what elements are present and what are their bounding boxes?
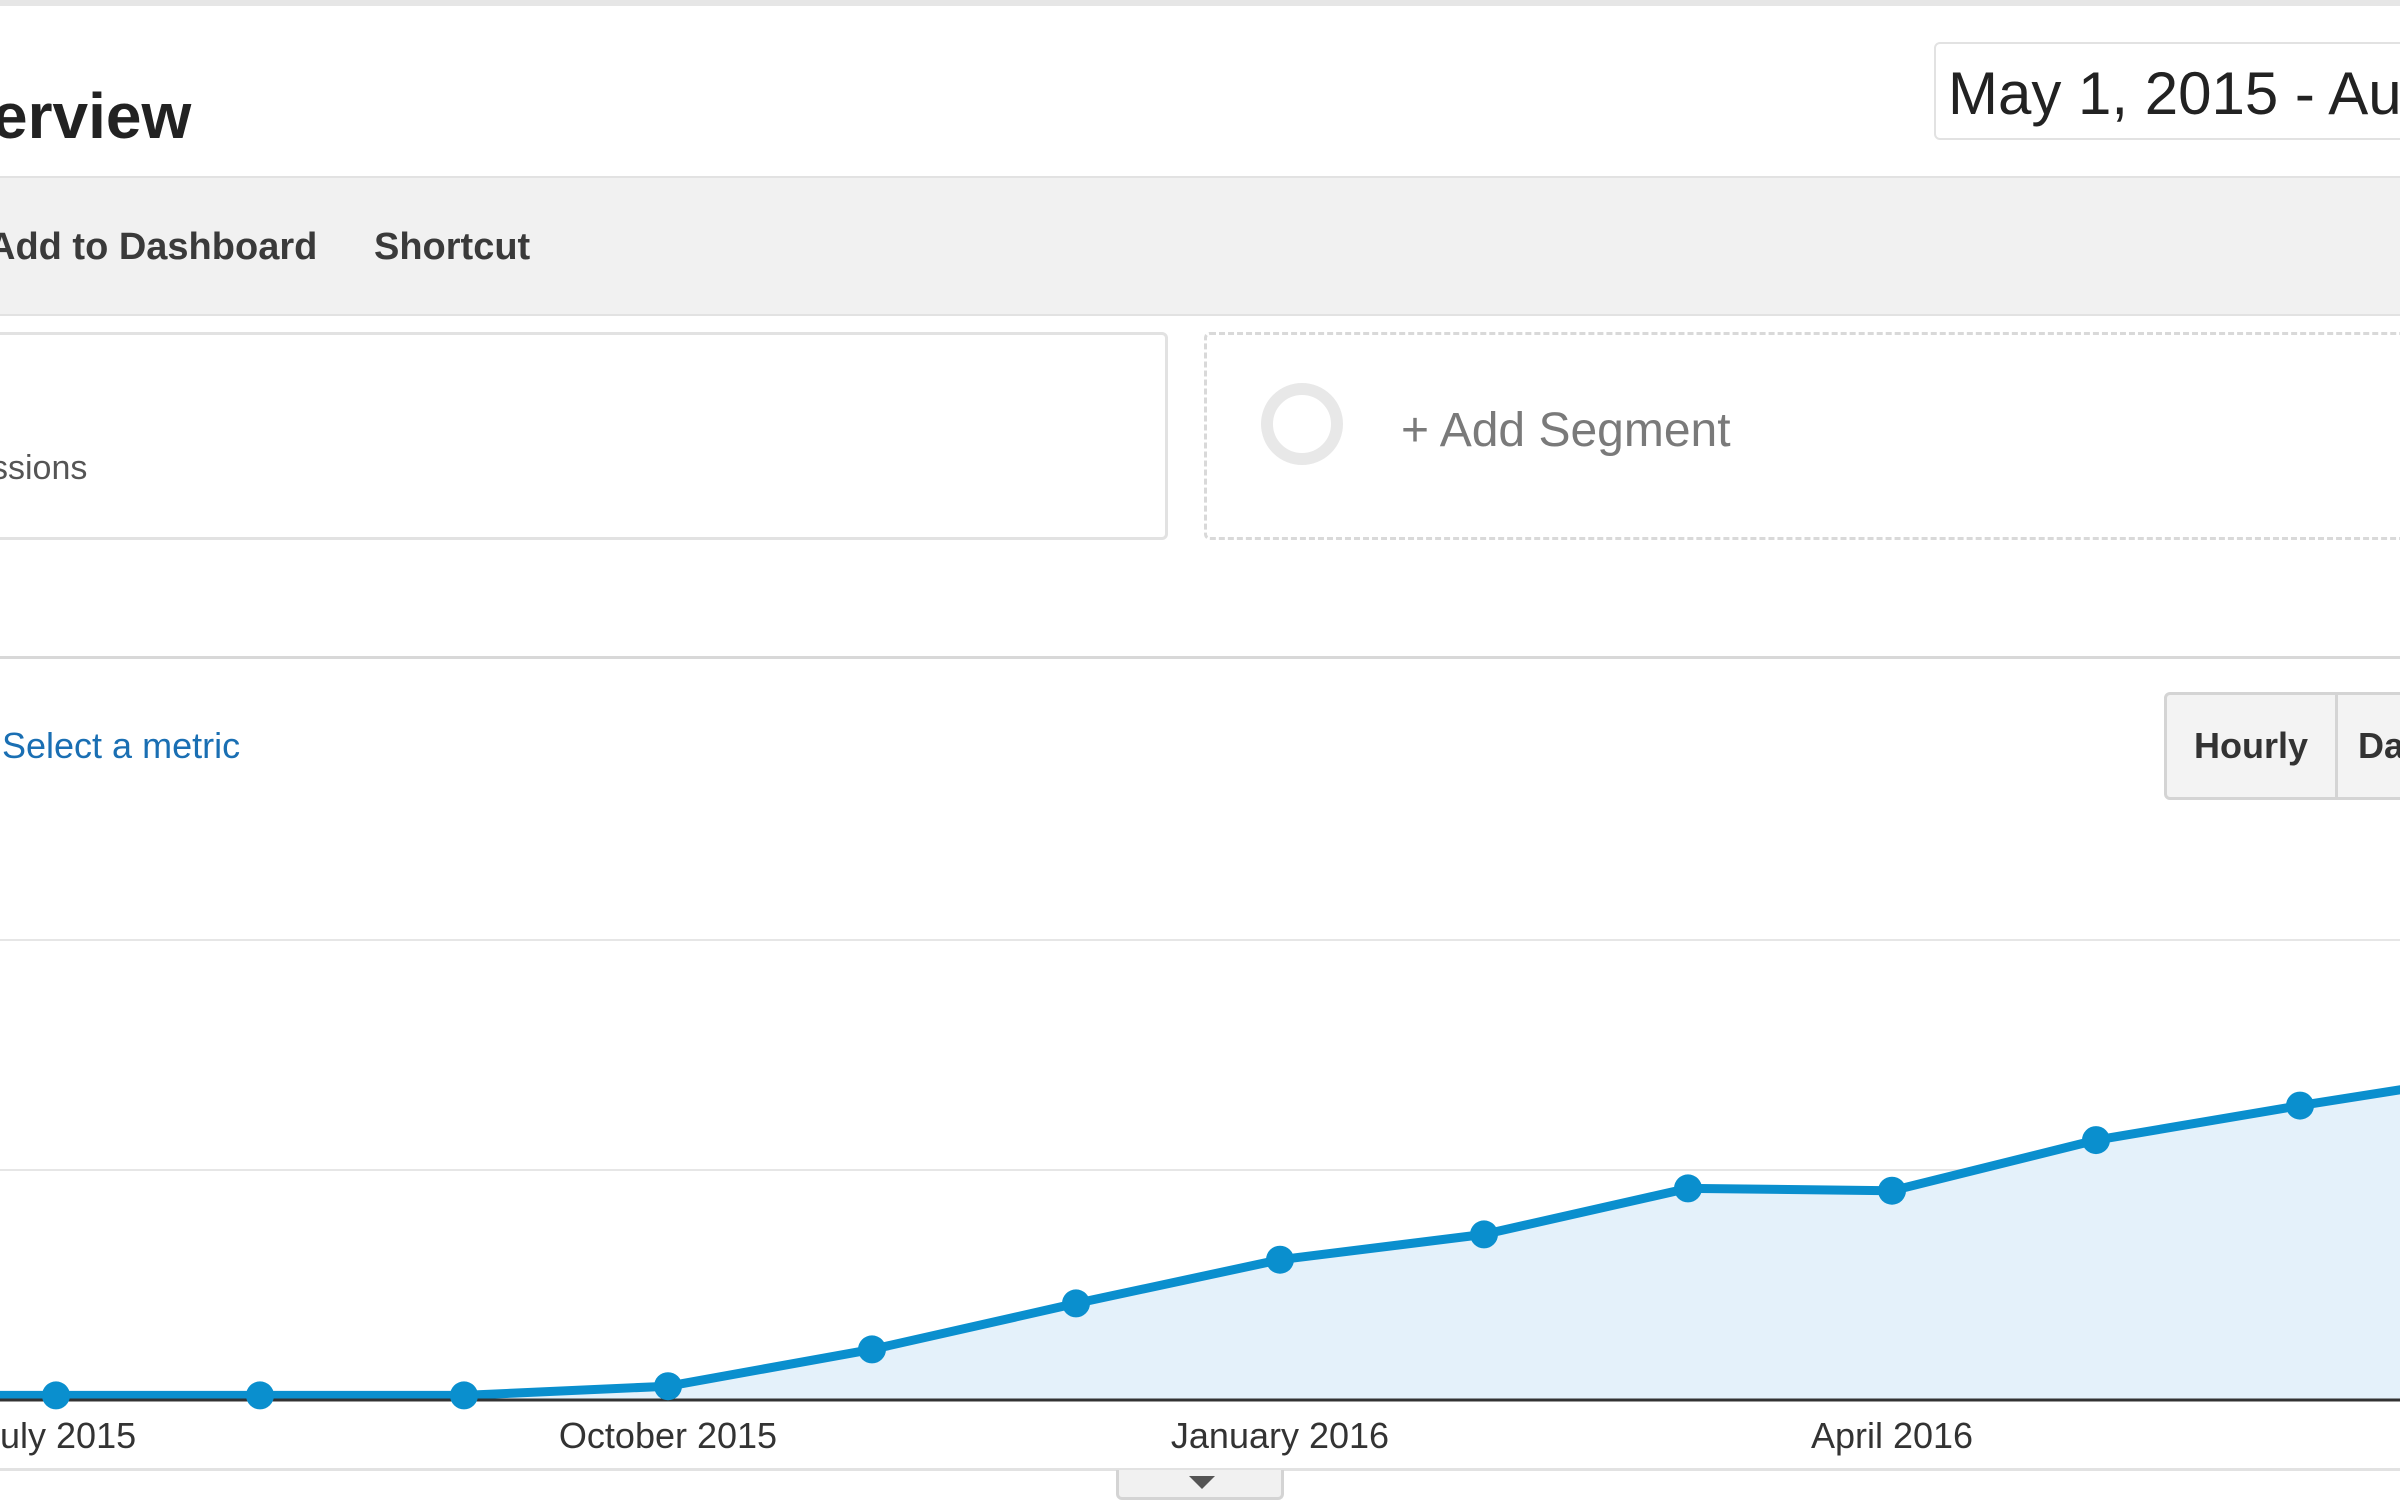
- x-tick-label: October 2015: [559, 1415, 777, 1456]
- x-tick-label: January 2016: [1171, 1415, 1389, 1456]
- data-point-2016-06[interactable]: [2286, 1091, 2314, 1120]
- active-segment-card[interactable]: ssions: [0, 332, 1168, 540]
- chart-gridlines: [0, 939, 2400, 1171]
- daily-button[interactable]: Da: [2358, 725, 2400, 766]
- data-point-2016-01[interactable]: [1266, 1245, 1294, 1274]
- page-title: erview: [0, 80, 192, 152]
- data-point-2015-08[interactable]: [246, 1381, 274, 1410]
- x-tick-label: uly 2015: [0, 1415, 136, 1456]
- series-points: [42, 1091, 2314, 1410]
- date-range-picker[interactable]: May 1, 2015 - Au: [1934, 42, 2400, 140]
- hourly-button[interactable]: Hourly: [2167, 695, 2338, 797]
- select-metric-link[interactable]: Select a metric: [2, 725, 241, 766]
- top-divider: [0, 0, 2400, 6]
- add-segment-button[interactable]: + Add Segment: [1204, 332, 2400, 540]
- data-point-2015-12[interactable]: [1062, 1289, 1090, 1318]
- segment-label: ssions: [0, 449, 88, 487]
- shortcut-button[interactable]: Shortcut: [374, 226, 531, 268]
- x-axis-ticks: uly 2015 October 2015 January 2016 April 20…: [0, 1415, 1973, 1456]
- add-to-dashboard-button[interactable]: Add to Dashboard: [0, 226, 318, 268]
- chevron-down-icon: [1189, 1476, 1215, 1489]
- series-area: [0, 1089, 2400, 1400]
- chart-bottom-divider: [0, 1468, 2400, 1471]
- add-segment-label: + Add Segment: [1401, 404, 1731, 457]
- data-point-2016-02[interactable]: [1470, 1220, 1498, 1249]
- report-toolbar: Add to Dashboard Shortcut: [0, 176, 2400, 316]
- expand-chart-handle[interactable]: [1116, 1470, 1284, 1500]
- data-point-2016-04[interactable]: [1878, 1176, 1906, 1205]
- chart-panel-divider: [0, 656, 2400, 659]
- data-point-2015-09[interactable]: [450, 1381, 478, 1410]
- data-point-2015-11[interactable]: [858, 1335, 886, 1364]
- x-tick-label: April 2016: [1811, 1415, 1973, 1456]
- granularity-toggle: Hourly Da: [2164, 692, 2400, 800]
- data-point-2016-05[interactable]: [2082, 1126, 2110, 1155]
- date-range-label: May 1, 2015 - Au: [1948, 60, 2400, 127]
- data-point-2016-03[interactable]: [1674, 1174, 1702, 1203]
- data-point-2015-07[interactable]: [42, 1381, 70, 1410]
- data-point-2015-10[interactable]: [654, 1372, 682, 1401]
